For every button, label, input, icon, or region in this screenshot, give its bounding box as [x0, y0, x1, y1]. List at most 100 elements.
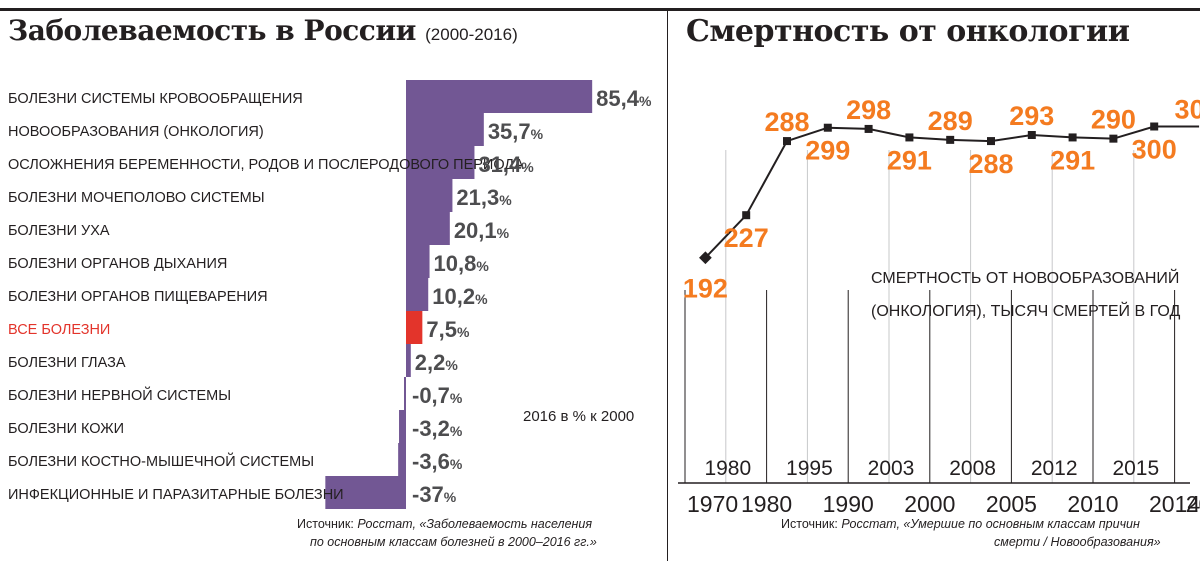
- x-tick-label: 1970: [687, 491, 738, 517]
- value-label: 31,4%: [478, 152, 534, 177]
- data-point-marker: [783, 137, 791, 146]
- value-number: 2,2: [415, 350, 446, 375]
- category-label: ОСЛОЖНЕНИЯ БЕРЕМЕННОСТИ, РОДОВ И ПОСЛЕРО…: [8, 157, 524, 173]
- chart-annotation: 2016 в % к 2000: [523, 408, 634, 425]
- value-unit: %: [475, 291, 488, 307]
- x-tick-label: 2016: [1186, 491, 1200, 517]
- category-label: НОВООБРАЗОВАНИЯ (ОНКОЛОГИЯ): [8, 124, 264, 140]
- value-number: -37: [412, 482, 444, 507]
- data-label: 293: [1009, 101, 1054, 131]
- data-label: 192: [683, 274, 728, 304]
- data-label: 291: [1050, 145, 1095, 175]
- category-label: ВСЕ БОЛЕЗНИ: [8, 322, 110, 338]
- value-number: -0,7: [412, 383, 450, 408]
- bar: [406, 80, 593, 113]
- source-line-2: по основным классам болезней в 2000–2016…: [310, 535, 597, 549]
- bar: [404, 377, 406, 410]
- value-unit: %: [450, 390, 463, 406]
- value-number: 85,4: [596, 86, 640, 111]
- bar: [406, 212, 450, 245]
- bar: [406, 179, 453, 212]
- bar: [398, 443, 406, 476]
- source-label: Источник:: [781, 517, 841, 531]
- category-label: БОЛЕЗНИ ГЛАЗА: [8, 355, 126, 371]
- category-label: БОЛЕЗНИ МОЧЕПОЛОВО СИСТЕМЫ: [8, 190, 265, 206]
- era-label: 2015: [1112, 457, 1159, 480]
- value-number: 10,2: [432, 284, 475, 309]
- value-label: 20,1%: [454, 218, 510, 243]
- line-layer: 192227288299298291289288293291290300300: [683, 95, 1200, 304]
- data-label: 291: [887, 145, 932, 175]
- value-label: 2,2%: [415, 350, 459, 375]
- value-label: 35,7%: [488, 119, 544, 144]
- data-label: 299: [805, 136, 850, 166]
- value-number: 10,8: [434, 251, 477, 276]
- category-label: БОЛЕЗНИ ОРГАНОВ ДЫХАНИЯ: [8, 256, 227, 272]
- value-unit: %: [521, 159, 534, 175]
- era-label: 1980: [704, 457, 751, 480]
- value-number: 21,3: [456, 185, 499, 210]
- end-data-label: 300: [1175, 95, 1200, 125]
- value-number: 31,4: [478, 152, 522, 177]
- category-label: БОЛЕЗНИ УХА: [8, 223, 110, 239]
- x-tick-label: 2000: [904, 491, 955, 517]
- bar: [406, 278, 429, 311]
- value-unit: %: [450, 456, 463, 472]
- chart-annotation-line-2: (ОНКОЛОГИЯ), ТЫСЯЧ СМЕРТЕЙ В ГОД: [871, 301, 1180, 320]
- data-point-marker: [864, 124, 873, 133]
- data-point-marker: [1109, 134, 1118, 143]
- bar: [406, 245, 430, 278]
- value-unit: %: [531, 126, 544, 142]
- value-label: -3,2%: [412, 416, 463, 441]
- category-label: БОЛЕЗНИ НЕРВНОЙ СИСТЕМЫ: [8, 386, 231, 404]
- x-tick-label: 1990: [823, 491, 874, 517]
- bar: [406, 311, 423, 344]
- data-label: 288: [764, 107, 809, 137]
- x-tick-label: 1980: [741, 491, 792, 517]
- source-line-1: Источник: Росстат, «Умершие по основным …: [781, 517, 1140, 531]
- value-number: -3,6: [412, 449, 450, 474]
- data-point-marker: [905, 133, 914, 142]
- data-point-marker: [1027, 131, 1036, 140]
- data-point-marker: [1150, 122, 1159, 131]
- top-rule: [0, 8, 1200, 11]
- value-unit: %: [497, 225, 510, 241]
- data-point-marker: [742, 211, 751, 220]
- data-label: 288: [968, 149, 1013, 179]
- era-label: 2012: [1031, 457, 1078, 480]
- x-tick-label: 2014: [1149, 491, 1200, 517]
- value-number: -3,2: [412, 416, 450, 441]
- source-line-2: смерти / Новообразования»: [994, 535, 1161, 549]
- data-label: 298: [846, 95, 891, 125]
- era-label: 2008: [949, 457, 996, 480]
- data-point-marker: [823, 123, 832, 132]
- left-title-text: Заболеваемость в России: [8, 14, 416, 47]
- series-line: [704, 125, 1200, 259]
- era-label: 2003: [868, 457, 915, 480]
- value-label: 85,4%: [596, 86, 652, 111]
- bar: [325, 476, 406, 509]
- value-label: -3,6%: [412, 449, 463, 474]
- value-number: 7,5: [426, 317, 457, 342]
- x-tick-label: 2005: [986, 491, 1037, 517]
- category-label: БОЛЕЗНИ ОРГАНОВ ПИЩЕВАРЕНИЯ: [8, 289, 268, 305]
- source-line-1: Источник: Росстат, «Заболеваемость насел…: [297, 517, 592, 531]
- source-text: Росстат, «Умершие по основным классам пр…: [841, 517, 1140, 531]
- panel-divider: [667, 8, 668, 561]
- bars-layer: БОЛЕЗНИ СИСТЕМЫ КРОВООБРАЩЕНИЯ 85,4% НОВОО…: [8, 80, 652, 509]
- category-label: БОЛЕЗНИ СИСТЕМЫ КРОВООБРАЩЕНИЯ: [8, 91, 303, 107]
- value-unit: %: [444, 489, 457, 505]
- source-text: Росстат, «Заболеваемость населения: [357, 517, 592, 531]
- value-unit: %: [450, 423, 463, 439]
- value-unit: %: [499, 192, 512, 208]
- category-label: ИНФЕКЦИОННЫЕ И ПАРАЗИТАРНЫЕ БОЛЕЗНИ: [8, 487, 344, 503]
- data-label: 300: [1132, 135, 1177, 165]
- value-number: 20,1: [454, 218, 497, 243]
- value-label: -37%: [412, 482, 457, 507]
- bar: [406, 146, 475, 179]
- data-point-marker: [987, 137, 995, 146]
- value-label: 10,2%: [432, 284, 488, 309]
- data-point-marker: [946, 135, 955, 144]
